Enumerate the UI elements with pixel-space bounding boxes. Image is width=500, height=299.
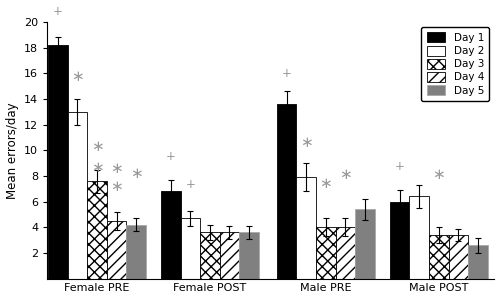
Bar (106, 221, 126, 279)
Bar (161, 191, 180, 279)
Text: ∗: ∗ (71, 68, 84, 84)
Text: ∗: ∗ (90, 139, 104, 154)
Bar (429, 235, 448, 279)
Bar (448, 235, 468, 279)
Text: ∗: ∗ (90, 160, 104, 175)
Bar (316, 227, 336, 279)
Bar (468, 245, 487, 279)
Text: ∗: ∗ (130, 166, 142, 181)
Text: +: + (394, 160, 404, 173)
Text: +: + (186, 178, 195, 191)
Legend: Day 1, Day 2, Day 3, Day 4, Day 5: Day 1, Day 2, Day 3, Day 4, Day 5 (422, 27, 489, 101)
Text: +: + (166, 150, 175, 163)
Text: ∗: ∗ (110, 179, 123, 194)
Bar (239, 232, 259, 279)
Text: ∗: ∗ (110, 161, 123, 176)
Y-axis label: Mean errors/day: Mean errors/day (6, 102, 18, 199)
Bar (180, 218, 200, 279)
Text: ∗: ∗ (320, 176, 332, 191)
Bar (87, 181, 106, 279)
Text: +: + (282, 67, 292, 80)
Text: ∗: ∗ (300, 135, 312, 150)
Bar (390, 202, 409, 279)
Bar (355, 209, 374, 279)
Bar (48, 45, 68, 279)
Bar (296, 177, 316, 279)
Bar (126, 225, 146, 279)
Text: ∗: ∗ (432, 167, 445, 182)
Bar (220, 232, 239, 279)
Text: +: + (53, 5, 62, 18)
Text: ∗: ∗ (339, 167, 352, 182)
Bar (336, 227, 355, 279)
Bar (68, 112, 87, 279)
Bar (277, 104, 296, 279)
Bar (200, 232, 220, 279)
Bar (410, 196, 429, 279)
